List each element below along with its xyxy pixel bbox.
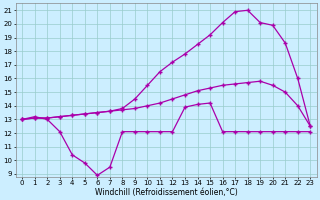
X-axis label: Windchill (Refroidissement éolien,°C): Windchill (Refroidissement éolien,°C) — [95, 188, 238, 197]
